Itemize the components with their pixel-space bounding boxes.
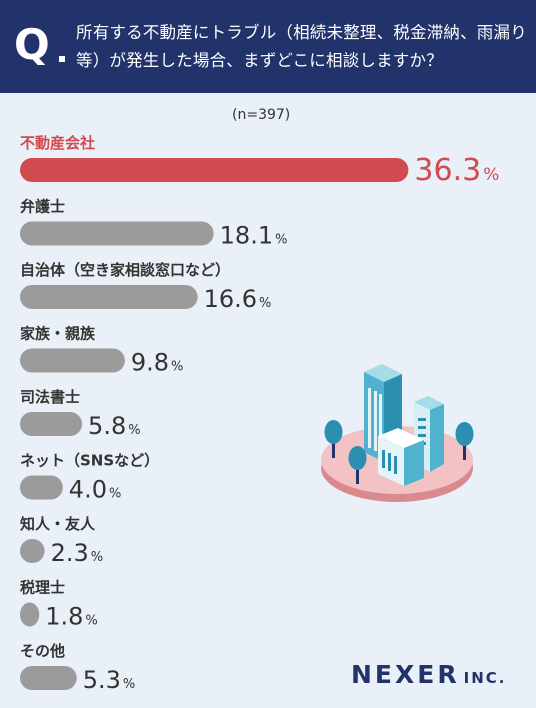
category-label: 不動産会社	[20, 134, 95, 152]
bar	[20, 539, 45, 563]
buildings-illustration	[321, 364, 474, 502]
category-label: その他	[20, 642, 65, 660]
category-label: 自治体（空き家相談窓口など）	[20, 261, 230, 279]
value-label: 1.8%	[45, 603, 98, 631]
category-label: 家族・親族	[20, 325, 96, 343]
bar	[20, 348, 125, 373]
bar	[20, 285, 198, 309]
bar	[20, 221, 214, 246]
bar	[20, 158, 409, 182]
sample-size-note: (n=397)	[232, 107, 291, 123]
value-label: 2.3%	[51, 539, 104, 567]
value-label: 9.8%	[131, 349, 184, 377]
value-label: 4.0%	[69, 476, 122, 504]
q-dot	[59, 56, 65, 62]
question-text: 所有する不動産にトラブル（相続未整理、税金滞納、雨漏り等）が発生した場合、まずど…	[76, 23, 527, 70]
logo-suffix: INC.	[463, 669, 507, 687]
q-label: Q	[14, 20, 50, 69]
value-label: 5.3%	[83, 666, 136, 694]
company-logo: NEXER INC.	[351, 660, 506, 689]
category-label: 知人・友人	[20, 515, 96, 533]
value-label: 16.6%	[204, 285, 272, 313]
bar	[20, 666, 77, 690]
category-label: 司法書士	[20, 388, 80, 406]
category-label: 弁護士	[20, 198, 65, 216]
bar	[20, 602, 40, 627]
category-label: 税理士	[20, 579, 65, 597]
logo-name: NEXER	[351, 660, 460, 689]
category-label: ネット（SNSなど）	[20, 452, 159, 470]
value-label: 18.1%	[220, 222, 288, 250]
bar	[20, 412, 83, 436]
value-label: 5.8%	[88, 412, 141, 440]
header-banner: Q 所有する不動産にトラブル（相続未整理、税金滞納、雨漏り等）が発生した場合、ま…	[0, 0, 536, 93]
value-label: 36.3%	[414, 153, 499, 188]
bar	[20, 475, 63, 500]
